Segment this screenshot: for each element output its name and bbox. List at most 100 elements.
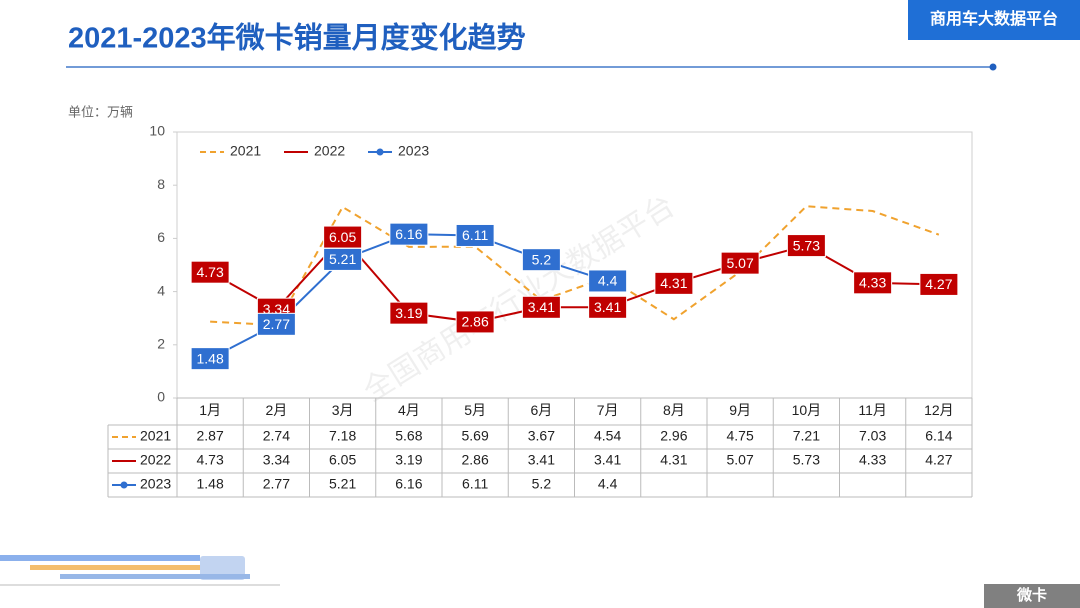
label-box [521,248,561,272]
table-cell: 4.31 [660,452,687,468]
table-legend-line-marker [120,481,128,489]
data-label: 4.31 [660,275,687,291]
rule-dot [989,63,997,71]
label-box [455,223,495,247]
data-label: 4.4 [598,273,618,289]
table-cell: 3.67 [528,428,555,444]
table-cell: 5.21 [329,476,356,492]
data-label: 3.19 [395,305,422,321]
x-tick-label: 11月 [858,402,887,418]
x-tick-label: 12月 [924,402,954,418]
data-label: 4.27 [925,276,952,292]
x-tick-label: 8月 [663,402,685,418]
table-cell: 5.2 [532,476,552,492]
table-cell: 6.16 [395,476,422,492]
data-label: 4.33 [859,275,886,291]
table-cell: 2.77 [263,476,290,492]
x-tick-label: 5月 [464,402,486,418]
table-cell: 6.05 [329,452,356,468]
table-cell: 3.34 [263,452,290,468]
legend-label: 2021 [230,143,261,159]
table-legend-label: 2021 [140,428,171,444]
label-box [588,295,628,319]
label-box [654,271,694,295]
x-tick-label: 2月 [265,402,287,418]
tag-box [984,584,1080,608]
x-tick-label: 6月 [530,402,552,418]
table-cell: 4.33 [859,452,886,468]
data-label: 6.05 [329,229,356,245]
legend-label: 2022 [314,143,345,159]
y-tick-label: 10 [149,123,165,139]
label-box [323,247,363,271]
data-label: 6.16 [395,226,422,242]
table-cell: 4.75 [727,428,754,444]
table-legend-label: 2022 [140,452,171,468]
table-cell: 2.86 [462,452,489,468]
data-label: 3.41 [528,299,555,315]
y-tick-label: 4 [157,282,165,298]
data-label: 6.11 [462,227,488,243]
truck-decor [0,555,280,586]
table-cell: 5.68 [395,428,422,444]
data-label: 1.48 [197,350,224,366]
label-box [190,347,230,371]
legend-line-marker [376,148,384,156]
x-tick-label: 3月 [332,402,354,418]
data-label: 2.86 [462,314,489,330]
data-label: 5.07 [727,255,754,271]
data-label: 2.77 [263,316,290,332]
table-cell: 7.21 [793,428,820,444]
data-label: 5.73 [793,237,820,253]
label-box [919,272,959,296]
y-tick-label: 0 [157,389,165,405]
table-cell: 2.74 [263,428,290,444]
tag: 微卡 [1016,586,1047,604]
table-cell: 5.73 [793,452,820,468]
table-cell: 3.41 [528,452,555,468]
label-box [389,301,429,325]
table-cell: 2.87 [197,428,224,444]
brand-box [908,0,1080,40]
label-box [786,234,826,258]
x-tick-label: 1月 [199,402,221,418]
table-cell: 7.18 [329,428,356,444]
table-cell: 4.27 [925,452,952,468]
unit: 单位：万辆 [68,104,133,119]
table-cell: 6.11 [462,476,488,492]
y-tick-label: 8 [157,176,165,192]
label-box [521,295,561,319]
label-box [720,251,760,275]
legend-label: 2023 [398,143,429,159]
brand: 商用车大数据平台 [930,9,1058,28]
table-cell: 2.96 [660,428,687,444]
title: 2021-2023年微卡销量月度变化趋势 [68,21,526,55]
table-cell: 4.54 [594,428,621,444]
label-box [190,260,230,284]
table-cell: 6.14 [925,428,952,444]
table-cell: 4.73 [197,452,224,468]
data-label: 3.41 [594,299,621,315]
y-tick-label: 2 [157,336,165,352]
data-label: 4.73 [197,264,224,280]
x-tick-label: 7月 [597,402,619,418]
table-cell: 5.07 [727,452,754,468]
table-cell: 7.03 [859,428,886,444]
x-tick-label: 9月 [729,402,751,418]
table-cell: 3.19 [395,452,422,468]
table-cell: 1.48 [197,476,224,492]
x-tick-label: 10月 [792,402,822,418]
y-tick-label: 6 [157,229,165,245]
x-tick-label: 4月 [398,402,420,418]
label-box [853,271,893,295]
label-box [389,222,429,246]
data-label: 5.21 [329,251,356,267]
label-box [256,312,296,336]
table-cell: 4.4 [598,476,618,492]
table-legend-label: 2023 [140,476,171,492]
table-cell: 5.69 [462,428,489,444]
data-label: 5.2 [532,251,552,267]
table-cell: 3.41 [594,452,621,468]
label-box [588,269,628,293]
